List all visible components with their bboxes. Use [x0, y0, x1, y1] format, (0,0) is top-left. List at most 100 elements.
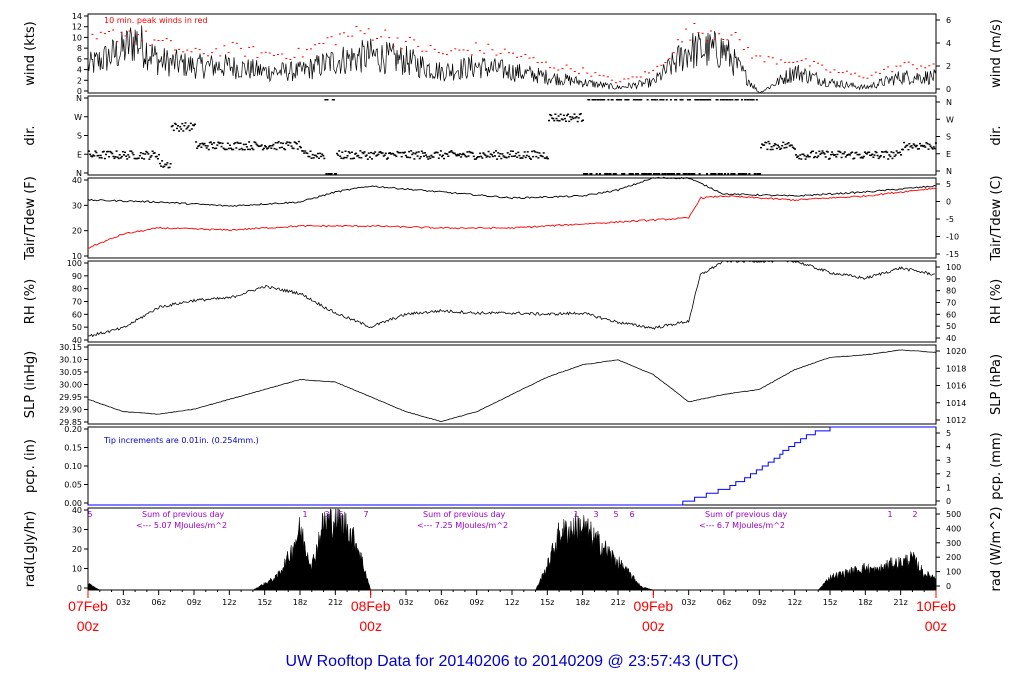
peak-wind-mark — [326, 37, 329, 39]
y-tick-label-right: 40 — [946, 334, 956, 343]
direction-mark — [881, 151, 884, 153]
x-hour-label: 18z — [293, 598, 307, 607]
direction-mark — [242, 143, 245, 146]
direction-mark — [734, 99, 737, 101]
direction-mark — [396, 150, 399, 153]
direction-mark — [653, 173, 655, 175]
direction-mark — [111, 152, 114, 155]
direction-mark — [376, 154, 379, 156]
direction-mark — [898, 151, 901, 154]
direction-mark — [135, 157, 138, 160]
direction-mark — [579, 113, 582, 115]
direction-mark — [867, 151, 870, 154]
direction-mark — [693, 173, 696, 175]
y-axis-label-right: SLP (hPa) — [989, 354, 1004, 415]
direction-mark — [716, 99, 719, 101]
direction-mark — [786, 143, 789, 145]
direction-mark — [660, 99, 663, 101]
y-tick-label-left: 0 — [77, 584, 82, 593]
peak-wind-mark — [330, 36, 333, 38]
y-tick-label-left: 2 — [77, 76, 82, 85]
direction-mark — [351, 157, 354, 160]
x-hour-label: 06z — [151, 598, 165, 607]
peak-wind-mark — [862, 77, 865, 79]
direction-mark — [385, 158, 388, 160]
direction-mark — [370, 151, 372, 154]
direction-mark — [596, 99, 599, 101]
direction-mark — [790, 144, 793, 146]
peak-wind-mark — [689, 39, 692, 41]
peak-wind-mark — [652, 69, 655, 71]
y-tick-label-left: 6 — [77, 55, 82, 64]
direction-mark — [236, 141, 239, 144]
direction-mark — [319, 152, 322, 155]
direction-mark — [570, 118, 573, 121]
y-axis-label-right: dir. — [989, 125, 1004, 145]
direction-mark — [843, 151, 846, 153]
direction-mark — [590, 173, 593, 175]
solar-sum-value: <--- 6.7 MJoules/m^2 — [699, 521, 785, 530]
direction-mark — [395, 155, 398, 158]
direction-mark — [909, 145, 912, 148]
y-tick-label-left: E — [77, 150, 82, 159]
direction-mark — [106, 150, 108, 153]
direction-mark — [217, 141, 220, 143]
y-tick-label-right: 6 — [946, 16, 951, 25]
direction-mark — [505, 157, 508, 159]
direction-mark — [788, 145, 791, 147]
direction-mark — [635, 173, 637, 175]
direction-mark — [171, 124, 174, 127]
direction-mark — [796, 156, 799, 158]
direction-mark — [128, 156, 131, 158]
direction-mark — [166, 162, 169, 164]
peak-wind-mark — [454, 48, 457, 50]
direction-mark — [209, 141, 212, 143]
direction-mark — [765, 141, 768, 144]
y-tick-label-left: 12 — [72, 23, 82, 32]
direction-mark — [542, 152, 545, 154]
direction-mark — [832, 153, 835, 156]
direction-mark — [517, 151, 520, 154]
direction-mark — [249, 148, 252, 151]
direction-mark — [221, 142, 224, 145]
direction-mark — [562, 114, 565, 117]
direction-mark — [302, 150, 305, 152]
direction-mark — [712, 173, 715, 175]
direction-mark — [89, 153, 92, 156]
direction-mark — [442, 154, 444, 157]
direction-mark — [224, 148, 227, 151]
direction-mark — [802, 153, 805, 155]
peak-wind-mark — [775, 63, 778, 65]
direction-mark — [819, 153, 822, 155]
peak-wind-mark — [796, 61, 799, 63]
direction-mark — [597, 99, 600, 101]
direction-mark — [557, 115, 560, 117]
direction-mark — [481, 157, 484, 159]
direction-mark — [91, 155, 94, 158]
direction-mark — [824, 156, 827, 158]
direction-mark — [835, 156, 838, 158]
peak-wind-mark — [334, 44, 337, 46]
direction-mark — [434, 151, 437, 154]
direction-mark — [142, 152, 145, 155]
direction-mark — [172, 129, 175, 132]
direction-mark — [156, 158, 159, 160]
direction-mark — [216, 144, 219, 146]
direction-mark — [304, 150, 307, 152]
direction-mark — [747, 99, 750, 101]
direction-mark — [150, 155, 153, 157]
y-tick-label-right: 4 — [946, 39, 951, 48]
direction-mark — [367, 152, 370, 154]
direction-mark — [644, 173, 647, 175]
direction-mark — [207, 148, 210, 151]
direction-mark — [137, 157, 140, 159]
direction-mark — [595, 173, 598, 175]
direction-mark — [518, 154, 521, 157]
y-tick-label-left: 80 — [72, 285, 82, 294]
direction-mark — [433, 152, 436, 154]
direction-mark — [322, 155, 325, 157]
direction-mark — [858, 153, 861, 156]
direction-mark — [212, 147, 214, 149]
peak-wind-mark — [920, 65, 923, 67]
y-tick-label-right: 5 — [946, 180, 951, 189]
